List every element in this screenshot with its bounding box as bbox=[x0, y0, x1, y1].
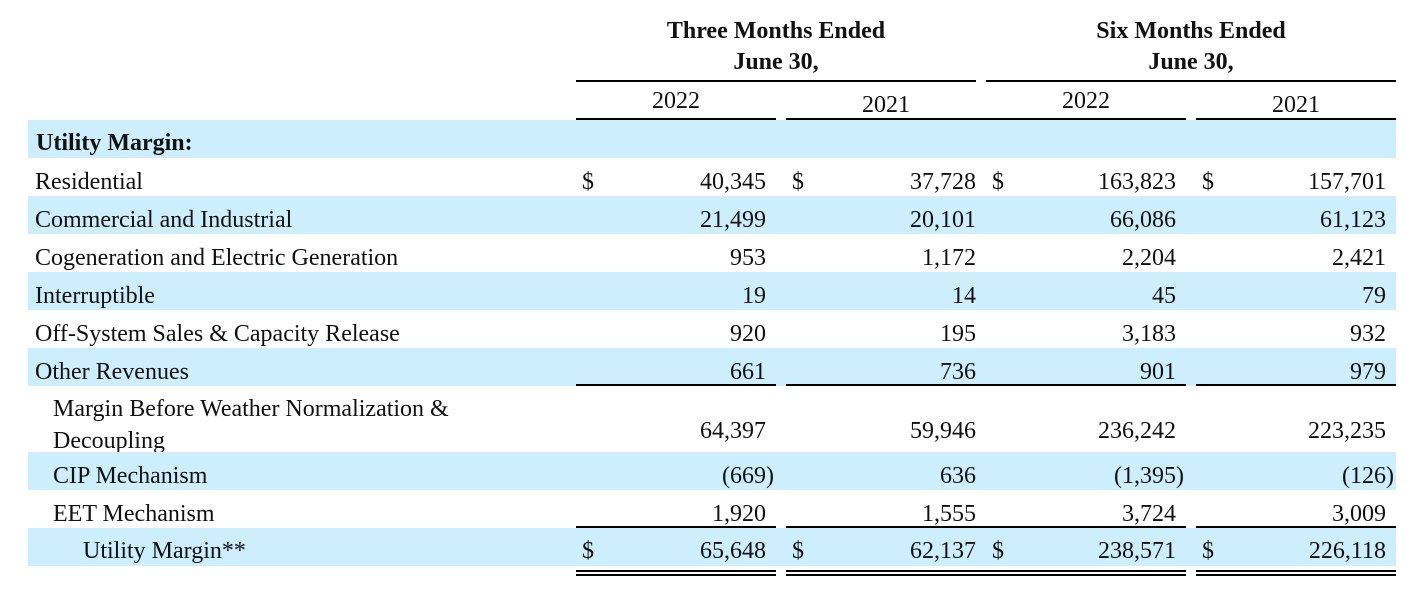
table-row: Commercial and Industrial 21,499 20,101 … bbox=[28, 196, 1396, 234]
value-ytd-2021: 223,235 bbox=[1308, 418, 1386, 444]
table-row: EET Mechanism 1,920 1,555 3,724 3,009 bbox=[28, 490, 1396, 528]
row-label: Off-System Sales & Capacity Release bbox=[35, 321, 400, 347]
year-rule-ytd-2022 bbox=[986, 118, 1186, 120]
row-label: Other Revenues bbox=[35, 359, 189, 385]
value-ytd-2021: 2,421 bbox=[1332, 245, 1386, 271]
header-six-months-rule bbox=[986, 80, 1396, 82]
table-row: Residential $ 40,345 $ 37,728 $ 163,823 … bbox=[28, 158, 1396, 196]
row-label: EET Mechanism bbox=[53, 501, 215, 527]
double-underline bbox=[1196, 570, 1396, 576]
value-ytd-2021: 932 bbox=[1350, 321, 1386, 347]
value-q-2022: 1,920 bbox=[712, 501, 766, 527]
row-label: Cogeneration and Electric Generation bbox=[35, 245, 399, 271]
currency-symbol: $ bbox=[792, 538, 804, 564]
currency-symbol: $ bbox=[582, 169, 594, 195]
table-row: Margin Before Weather Normalization & De… bbox=[28, 386, 1396, 452]
row-label-line2: Decoupling bbox=[53, 428, 165, 452]
table-row: Other Revenues 661 736 901 979 bbox=[28, 348, 1396, 386]
year-header-ytd-2021: 2021 bbox=[1272, 92, 1320, 118]
value-ytd-2022: 236,242 bbox=[1098, 418, 1176, 444]
value-q-2022: (669) bbox=[722, 463, 774, 489]
year-rule-q-2022 bbox=[576, 118, 776, 120]
value-ytd-2022: (1,395) bbox=[1114, 463, 1184, 489]
value-q-2021: 195 bbox=[940, 321, 976, 347]
currency-symbol: $ bbox=[992, 538, 1004, 564]
value-ytd-2022: 901 bbox=[1140, 359, 1176, 385]
double-underline bbox=[986, 570, 1186, 576]
double-underline bbox=[786, 570, 986, 576]
value-ytd-2022: 163,823 bbox=[1098, 169, 1176, 195]
value-ytd-2021: 157,701 bbox=[1308, 169, 1386, 195]
value-q-2021: 62,137 bbox=[910, 538, 976, 564]
value-ytd-2021: (126) bbox=[1342, 463, 1394, 489]
value-ytd-2022: 66,086 bbox=[1110, 207, 1176, 233]
total-rule bbox=[986, 526, 1186, 528]
value-ytd-2022: 3,183 bbox=[1122, 321, 1176, 347]
value-ytd-2021: 979 bbox=[1350, 359, 1386, 385]
value-q-2022: 64,397 bbox=[700, 418, 766, 444]
value-q-2022: 65,648 bbox=[700, 538, 766, 564]
value-q-2022: 19 bbox=[742, 283, 766, 309]
row-label: Interruptible bbox=[35, 283, 155, 309]
value-q-2021: 14 bbox=[952, 283, 976, 309]
year-header-ytd-2022: 2022 bbox=[1062, 88, 1110, 114]
row-label: Commercial and Industrial bbox=[35, 207, 293, 233]
value-q-2021: 59,946 bbox=[910, 418, 976, 444]
double-underline bbox=[576, 570, 776, 576]
header-three-months: Three Months Ended June 30, bbox=[576, 16, 976, 78]
subtotal-rule bbox=[576, 384, 776, 386]
row-label: CIP Mechanism bbox=[53, 463, 208, 489]
value-ytd-2022: 238,571 bbox=[1098, 538, 1176, 564]
section-title: Utility Margin: bbox=[36, 130, 193, 156]
subtotal-rule bbox=[1196, 384, 1396, 386]
value-q-2022: 661 bbox=[730, 359, 766, 385]
value-q-2021: 1,555 bbox=[922, 501, 976, 527]
year-header-q-2022: 2022 bbox=[652, 88, 700, 114]
header-six-months: Six Months Ended June 30, bbox=[986, 16, 1396, 78]
value-q-2021: 1,172 bbox=[922, 245, 976, 271]
table-row: Interruptible 19 14 45 79 bbox=[28, 272, 1396, 310]
year-rule-ytd-2021 bbox=[1196, 118, 1396, 120]
currency-symbol: $ bbox=[1202, 169, 1214, 195]
value-q-2022: 21,499 bbox=[700, 207, 766, 233]
value-q-2021: 20,101 bbox=[910, 207, 976, 233]
header-three-months-line2: June 30, bbox=[733, 49, 819, 75]
header-three-months-rule bbox=[576, 80, 976, 82]
currency-symbol: $ bbox=[792, 169, 804, 195]
value-q-2022: 40,345 bbox=[700, 169, 766, 195]
value-q-2021: 736 bbox=[940, 359, 976, 385]
table-row: CIP Mechanism (669) 636 (1,395) (126) bbox=[28, 452, 1396, 490]
value-ytd-2022: 2,204 bbox=[1122, 245, 1176, 271]
value-q-2021: 37,728 bbox=[910, 169, 976, 195]
value-q-2021: 636 bbox=[940, 463, 976, 489]
section-title-row: Utility Margin: bbox=[28, 120, 1396, 158]
total-rule bbox=[576, 526, 776, 528]
value-ytd-2021: 3,009 bbox=[1332, 501, 1386, 527]
header-six-months-line1: Six Months Ended bbox=[1096, 18, 1286, 44]
value-ytd-2021: 61,123 bbox=[1320, 207, 1386, 233]
subtotal-rule bbox=[986, 384, 1186, 386]
subtotal-rule bbox=[786, 384, 986, 386]
currency-symbol: $ bbox=[1202, 538, 1214, 564]
table-row: Off-System Sales & Capacity Release 920 … bbox=[28, 310, 1396, 348]
header-six-months-line2: June 30, bbox=[1148, 49, 1234, 75]
header-three-months-line1: Three Months Ended bbox=[666, 18, 886, 44]
value-q-2022: 953 bbox=[730, 245, 766, 271]
table-row: Cogeneration and Electric Generation 953… bbox=[28, 234, 1396, 272]
value-ytd-2022: 45 bbox=[1152, 283, 1176, 309]
row-label: Residential bbox=[35, 169, 143, 195]
currency-symbol: $ bbox=[992, 169, 1004, 195]
value-ytd-2022: 3,724 bbox=[1122, 501, 1176, 527]
total-rule bbox=[1196, 526, 1396, 528]
year-rule-q-2021 bbox=[786, 118, 986, 120]
row-label: Utility Margin** bbox=[83, 538, 246, 564]
year-header-q-2021: 2021 bbox=[862, 92, 910, 118]
row-label-line1: Margin Before Weather Normalization & bbox=[53, 396, 449, 422]
value-ytd-2021: 226,118 bbox=[1308, 538, 1386, 564]
total-rule bbox=[786, 526, 986, 528]
total-row: Utility Margin** $ 65,648 $ 62,137 $ 238… bbox=[28, 528, 1396, 566]
value-ytd-2021: 79 bbox=[1362, 283, 1386, 309]
value-q-2022: 920 bbox=[730, 321, 766, 347]
currency-symbol: $ bbox=[582, 538, 594, 564]
